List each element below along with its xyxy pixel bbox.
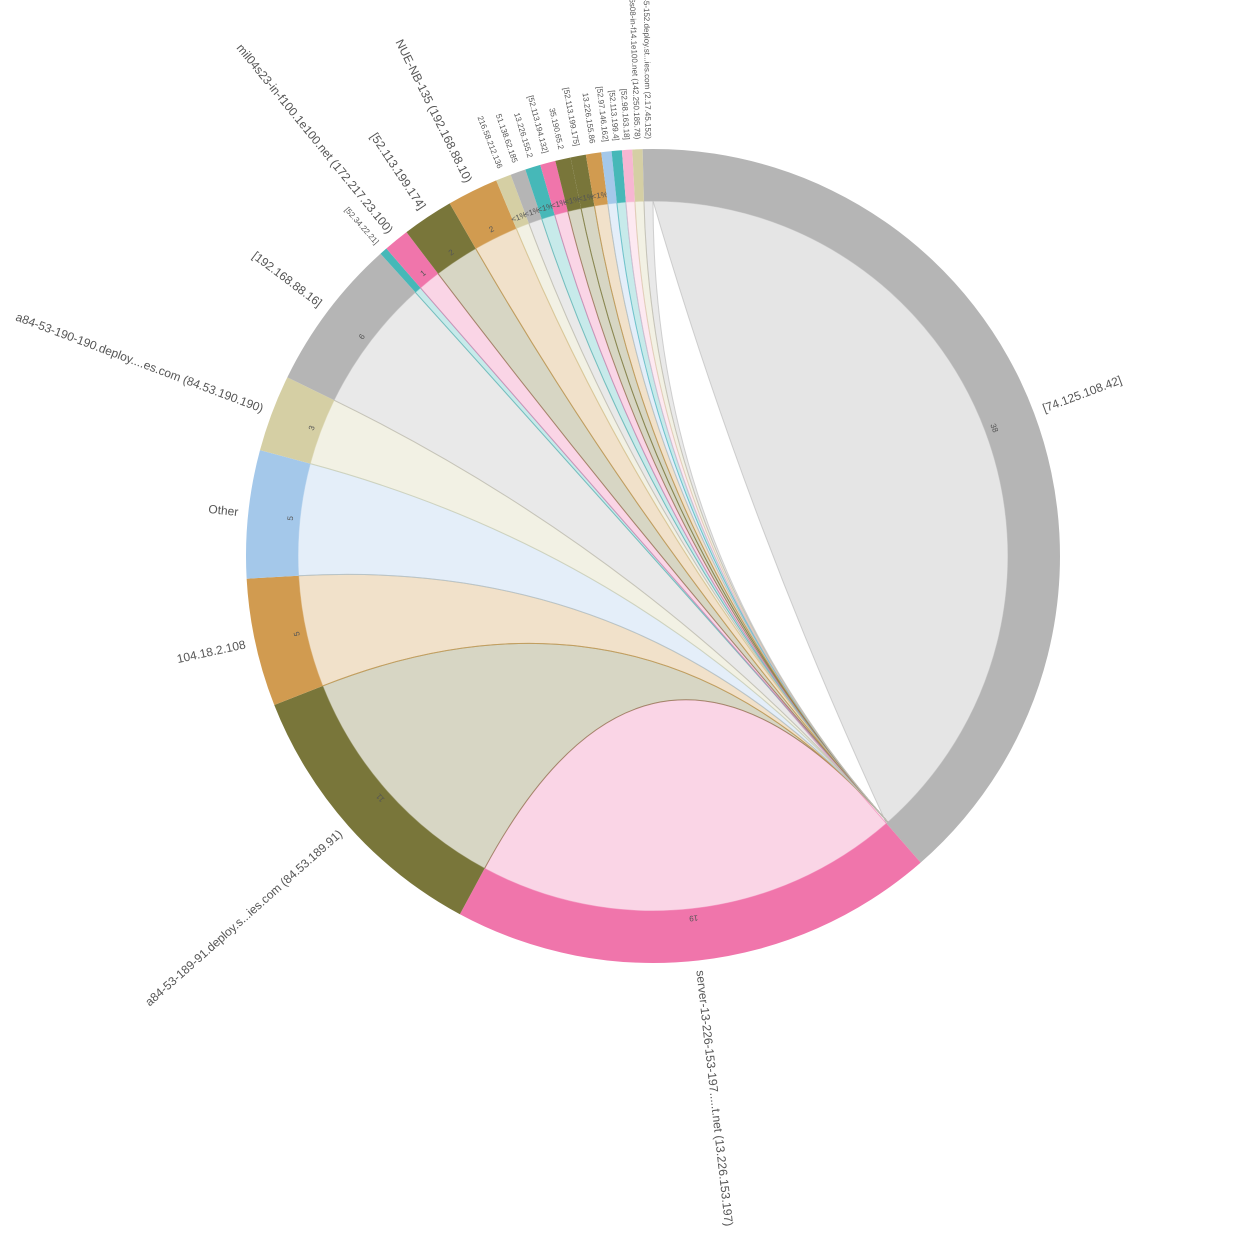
arc-segment <box>653 149 1060 863</box>
segment-label: NUE-NB-135 (192.168.88.10) <box>393 37 476 185</box>
value-label: <1% <box>550 198 568 211</box>
segment-label: 13.226.155.86 <box>580 92 596 144</box>
value-label: 2 <box>487 224 495 234</box>
arc-segment <box>449 180 517 249</box>
arc-segment <box>540 160 568 215</box>
arc-segment <box>555 157 582 212</box>
segment-label: 104.18.2.108 <box>175 637 247 666</box>
value-label: <1% <box>577 192 595 204</box>
segment-label: [52.113.199.175] <box>561 87 581 147</box>
value-label: <1% <box>563 194 581 206</box>
arc-segment <box>246 575 323 705</box>
arc-segment <box>246 450 311 579</box>
value-label: 1 <box>419 268 429 278</box>
segment-label: a84-53-190-190.deploy....es.com (84.53.1… <box>14 310 265 416</box>
arc-segment <box>510 169 542 224</box>
segment-label: [52.113.199.174] <box>368 130 429 212</box>
value-label: 5 <box>286 515 295 521</box>
segment-label: Other <box>208 502 239 519</box>
segment-label: server-13-226-153-197.....t.net (13.226.… <box>693 970 736 1227</box>
arc-segment <box>611 150 626 203</box>
arc-segment <box>585 152 608 206</box>
arc-segment <box>386 232 438 288</box>
arc-segment <box>642 149 653 202</box>
segment-label: a2-17-45-152.deploy.st...ies.com (2.17.4… <box>641 0 652 139</box>
segment-label: [52.98.163.18] <box>619 88 631 140</box>
arc-segment <box>525 164 555 219</box>
value-label: 38 <box>988 422 1000 434</box>
arc-segment <box>380 248 421 293</box>
ribbon <box>643 200 889 823</box>
value-label: 19 <box>688 913 698 923</box>
ribbons <box>297 200 1009 912</box>
value-label: 2 <box>447 247 456 257</box>
arc-segment <box>496 174 529 229</box>
arc-segment <box>406 203 476 274</box>
segment-label: [192.168.88.16] <box>250 249 325 310</box>
value-label: 3 <box>307 424 317 432</box>
segment-label: 35.190.65.2 <box>547 107 565 151</box>
arc-segment <box>570 154 595 209</box>
ribbon <box>652 200 1009 825</box>
value-label: 6 <box>357 332 367 341</box>
segment-label: [52.113.199.4] <box>607 90 620 141</box>
value-label: 5 <box>292 630 302 637</box>
arc-segment <box>274 685 485 915</box>
arc-segment <box>459 823 921 963</box>
arc-segment <box>621 149 635 203</box>
arc-segment <box>287 253 416 401</box>
segment-label: [74.125.108.42] <box>1041 373 1124 415</box>
value-label: <1% <box>591 190 608 201</box>
arc-segment <box>632 149 644 202</box>
segment-label: a84-53-189-91.deploy.s...ies.com (84.53.… <box>142 827 345 1009</box>
arc-segment <box>260 377 335 464</box>
arc-segment <box>601 151 617 204</box>
